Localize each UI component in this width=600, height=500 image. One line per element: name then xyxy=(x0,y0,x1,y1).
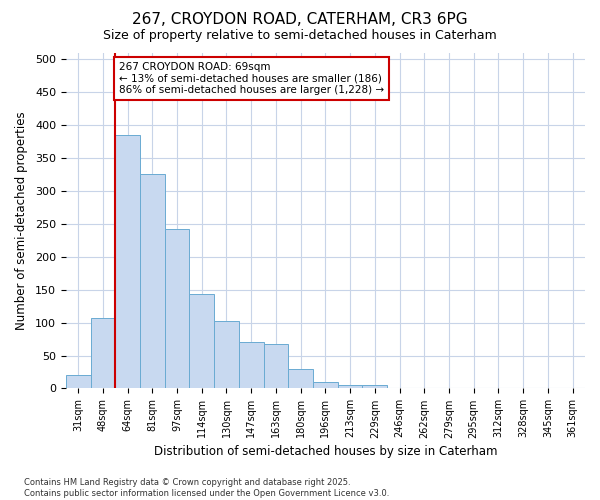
Text: 267, CROYDON ROAD, CATERHAM, CR3 6PG: 267, CROYDON ROAD, CATERHAM, CR3 6PG xyxy=(132,12,468,28)
Bar xyxy=(66,376,91,388)
Bar xyxy=(164,229,190,388)
Bar xyxy=(190,294,214,388)
Text: Size of property relative to semi-detached houses in Caterham: Size of property relative to semi-detach… xyxy=(103,28,497,42)
Bar xyxy=(91,318,115,388)
Bar xyxy=(263,344,289,388)
Bar xyxy=(289,368,313,388)
Bar xyxy=(362,384,387,388)
Bar xyxy=(338,384,362,388)
Bar xyxy=(115,135,140,388)
Y-axis label: Number of semi-detached properties: Number of semi-detached properties xyxy=(15,111,28,330)
Text: 267 CROYDON ROAD: 69sqm
← 13% of semi-detached houses are smaller (186)
86% of s: 267 CROYDON ROAD: 69sqm ← 13% of semi-de… xyxy=(119,62,384,95)
Bar xyxy=(214,322,239,388)
Bar xyxy=(140,174,164,388)
Text: Contains HM Land Registry data © Crown copyright and database right 2025.
Contai: Contains HM Land Registry data © Crown c… xyxy=(24,478,389,498)
X-axis label: Distribution of semi-detached houses by size in Caterham: Distribution of semi-detached houses by … xyxy=(154,444,497,458)
Bar xyxy=(239,342,263,388)
Bar xyxy=(313,382,338,388)
